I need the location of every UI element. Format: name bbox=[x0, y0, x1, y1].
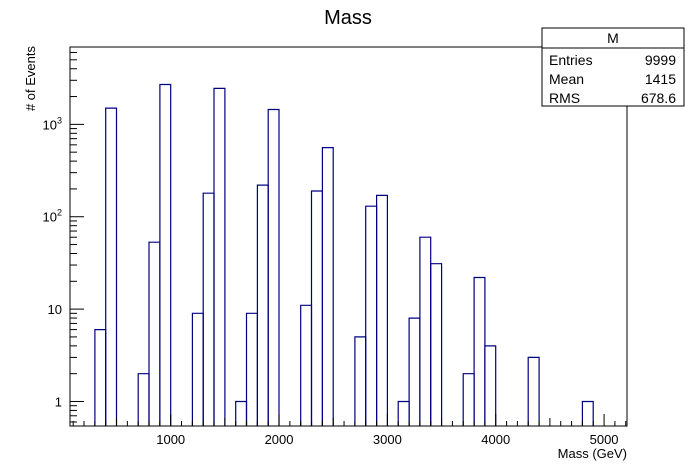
y-tick-label: 1 bbox=[55, 394, 62, 409]
histogram-bar bbox=[94, 329, 107, 426]
y-axis: 1 10 102 103 bbox=[43, 51, 84, 423]
histogram-bar bbox=[267, 108, 280, 426]
x-axis: 1000 2000 3000 4000 5000 bbox=[72, 414, 627, 447]
histogram-bar bbox=[256, 184, 269, 426]
stats-mean-label: Mean bbox=[549, 71, 584, 87]
histogram-bar bbox=[105, 107, 118, 426]
histogram-bar bbox=[462, 373, 475, 426]
stats-mean-value: 1415 bbox=[645, 71, 676, 87]
stats-entries-value: 9999 bbox=[645, 52, 676, 68]
x-tick-label: 3000 bbox=[373, 432, 402, 447]
histogram-bar bbox=[191, 312, 204, 426]
histogram-bar bbox=[321, 147, 334, 426]
histogram-bar bbox=[430, 263, 443, 426]
histogram-bar bbox=[137, 373, 150, 426]
histogram-bar bbox=[473, 276, 486, 426]
histogram-bar bbox=[354, 336, 367, 426]
histogram-bar bbox=[213, 87, 226, 426]
histogram-bar bbox=[527, 356, 540, 426]
x-tick-label: 2000 bbox=[265, 432, 294, 447]
histogram-bar bbox=[365, 205, 378, 426]
histogram-bar bbox=[397, 400, 410, 426]
y-axis-label: # of Events bbox=[23, 46, 38, 112]
histogram-bar bbox=[245, 312, 258, 426]
histogram-bars bbox=[94, 83, 594, 426]
histogram-bar bbox=[310, 190, 323, 426]
histogram-bar bbox=[300, 304, 313, 426]
y-tick-label: 102 bbox=[43, 208, 62, 225]
stats-box-title: M bbox=[607, 30, 619, 46]
histogram-bar bbox=[484, 345, 497, 426]
x-tick-label: 5000 bbox=[590, 432, 619, 447]
plot-frame bbox=[69, 46, 628, 427]
x-axis-label: Mass (GeV) bbox=[558, 446, 627, 461]
histogram-bar bbox=[235, 400, 248, 426]
chart-title: Mass bbox=[324, 7, 372, 29]
histogram-bar bbox=[419, 236, 432, 426]
stats-entries-label: Entries bbox=[549, 52, 593, 68]
stats-rms-label: RMS bbox=[549, 90, 580, 106]
histogram-bar bbox=[148, 241, 161, 426]
histogram-bar bbox=[581, 400, 594, 426]
y-tick-label: 103 bbox=[43, 115, 62, 132]
histogram-bar bbox=[408, 317, 421, 426]
histogram-bar bbox=[376, 194, 388, 426]
x-tick-label: 4000 bbox=[481, 432, 510, 447]
stats-box: M Entries 9999 Mean 1415 RMS 678.6 bbox=[541, 27, 685, 107]
histogram-bar bbox=[202, 192, 215, 426]
stats-rms-value: 678.6 bbox=[641, 90, 676, 106]
x-tick-label: 1000 bbox=[156, 432, 185, 447]
y-tick-label: 10 bbox=[48, 302, 62, 317]
histogram-bar bbox=[159, 83, 172, 426]
